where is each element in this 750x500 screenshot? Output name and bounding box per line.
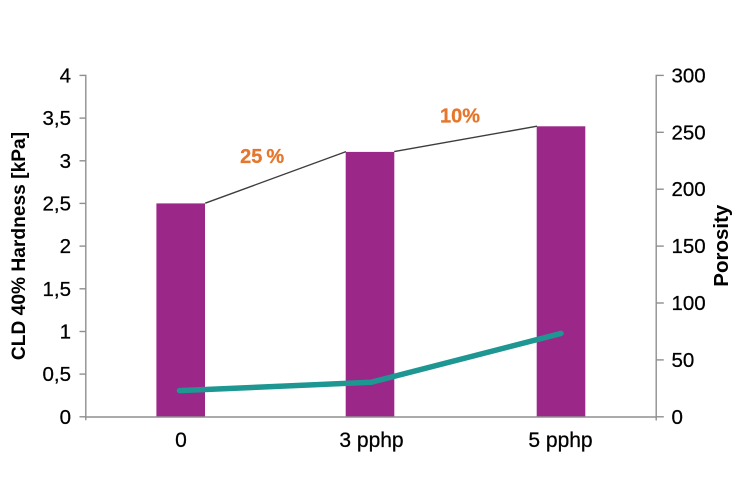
svg-text:10%: 10% bbox=[440, 105, 480, 127]
svg-text:300: 300 bbox=[672, 64, 706, 87]
svg-text:1,5: 1,5 bbox=[43, 278, 72, 301]
svg-text:1: 1 bbox=[60, 321, 71, 344]
svg-text:4: 4 bbox=[60, 64, 71, 87]
svg-text:0: 0 bbox=[672, 406, 683, 429]
svg-text:0: 0 bbox=[60, 406, 71, 429]
svg-text:3,5: 3,5 bbox=[43, 107, 72, 130]
svg-text:25 %: 25 % bbox=[240, 146, 284, 168]
svg-text:200: 200 bbox=[672, 178, 706, 201]
svg-text:0,5: 0,5 bbox=[43, 363, 72, 386]
svg-text:5 pphp: 5 pphp bbox=[528, 429, 592, 452]
svg-text:0: 0 bbox=[175, 429, 187, 452]
svg-text:50: 50 bbox=[672, 349, 695, 372]
svg-text:250: 250 bbox=[672, 121, 706, 144]
svg-text:3: 3 bbox=[60, 150, 71, 173]
svg-text:2,5: 2,5 bbox=[43, 192, 72, 215]
svg-text:150: 150 bbox=[672, 235, 706, 258]
svg-text:Porosity: Porosity bbox=[710, 204, 733, 287]
svg-text:100: 100 bbox=[672, 292, 706, 315]
svg-text:2: 2 bbox=[60, 235, 71, 258]
svg-text:3 pphp: 3 pphp bbox=[339, 429, 403, 452]
svg-text:CLD 40% Hardness [kPa]: CLD 40% Hardness [kPa] bbox=[9, 132, 30, 360]
